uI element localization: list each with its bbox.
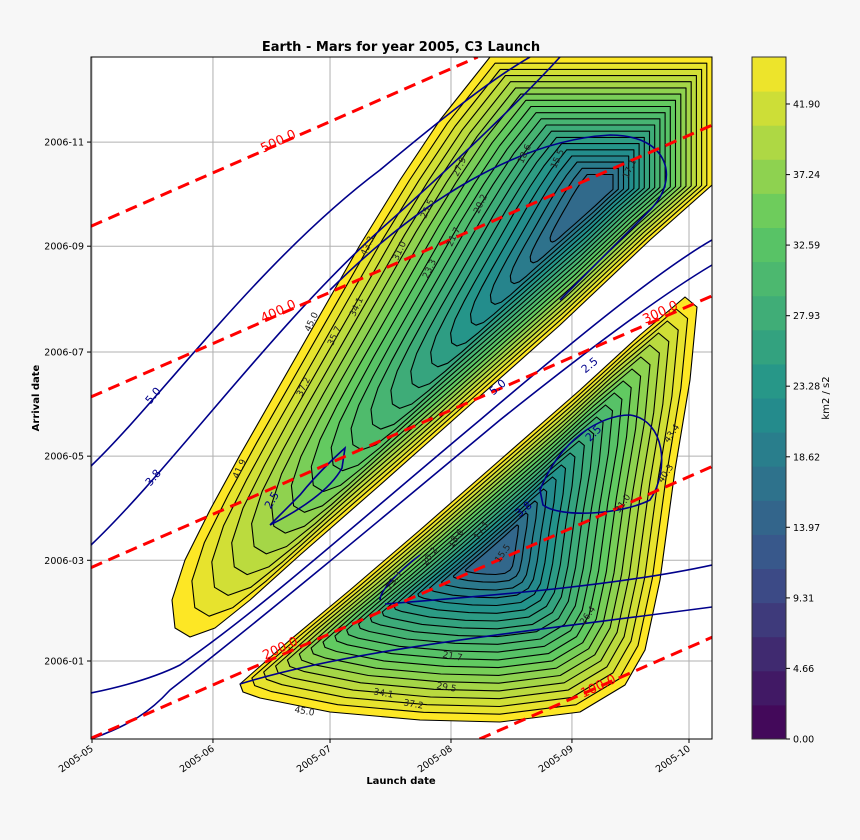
vinf-contour-line bbox=[91, 57, 531, 467]
vinf-contour-line bbox=[329, 134, 668, 301]
vinf-contour-line bbox=[91, 264, 712, 739]
x-tick-label: 2005-05 bbox=[57, 743, 96, 775]
colorbar-tick-label: 0.00 bbox=[793, 735, 814, 746]
colorbar-band bbox=[752, 432, 786, 467]
colorbar-tick-label: 23.28 bbox=[793, 382, 820, 393]
colorbar-band bbox=[752, 466, 786, 501]
colorbar-band bbox=[752, 193, 786, 228]
colorbar-band bbox=[752, 227, 786, 263]
y-tick-label: 2006-03 bbox=[44, 556, 84, 567]
tof-lines bbox=[91, 57, 712, 739]
x-tick-label: 2005-10 bbox=[654, 743, 693, 775]
vinf-contour-line bbox=[91, 57, 561, 546]
vinf-contour-line bbox=[239, 606, 712, 685]
vinf-contour-line bbox=[379, 554, 712, 605]
vinf-contour-line bbox=[539, 414, 663, 514]
y-tick-label: 2006-09 bbox=[44, 242, 84, 253]
x-tick-label: 2005-06 bbox=[178, 743, 217, 775]
colorbar-label: km2 / s2 bbox=[821, 376, 832, 419]
c3-contour-label: 29.5 bbox=[436, 681, 457, 694]
colorbar-band bbox=[752, 534, 786, 569]
chart-title: Earth - Mars for year 2005, C3 Launch bbox=[262, 40, 540, 55]
colorbar-band bbox=[752, 329, 786, 365]
x-axis: 2005-05 2005-06 2005-07 2005-08 2005-09 2005-… bbox=[57, 739, 693, 775]
colorbar-tick-label: 41.90 bbox=[793, 99, 820, 110]
colorbar-band bbox=[752, 91, 786, 126]
colorbar-tick-label: 32.59 bbox=[793, 241, 820, 252]
y-tick-label: 2006-11 bbox=[44, 138, 84, 149]
colorbar-tick-label: 37.24 bbox=[793, 170, 820, 181]
colorbar-tick-label: 9.31 bbox=[793, 593, 814, 604]
colorbar-band bbox=[752, 363, 786, 399]
tof-line bbox=[91, 57, 479, 228]
colorbar-band bbox=[752, 159, 786, 194]
colorbar-band bbox=[752, 261, 786, 297]
y-tick-label: 2006-07 bbox=[44, 348, 84, 359]
y-axis-label: Arrival date bbox=[31, 364, 42, 431]
lower-lobe-level bbox=[464, 524, 520, 576]
x-tick-label: 2005-07 bbox=[295, 743, 334, 775]
tof-line bbox=[478, 635, 712, 739]
x-axis-label: Launch date bbox=[366, 776, 436, 787]
c3-contour-label: 21.7 bbox=[442, 650, 463, 663]
vinf-contour-line bbox=[91, 239, 712, 694]
colorbar-frame bbox=[751, 56, 787, 740]
colorbar-band bbox=[752, 125, 786, 160]
colorbar-band bbox=[752, 704, 786, 740]
colorbar-band bbox=[752, 602, 786, 638]
c3-filled-contours bbox=[171, 57, 712, 723]
colorbar-band bbox=[752, 295, 786, 331]
x-tick-label: 2005-09 bbox=[537, 743, 576, 775]
colorbar-tick-label: 18.62 bbox=[793, 452, 820, 463]
colorbar-band bbox=[752, 500, 786, 535]
colorbar-band bbox=[752, 568, 786, 604]
vinf-contours bbox=[91, 57, 712, 739]
colorbar-band bbox=[752, 670, 786, 706]
c3-contour-label: 34.1 bbox=[373, 687, 394, 700]
axes-frame bbox=[90, 56, 713, 740]
y-tick-label: 2006-01 bbox=[44, 657, 84, 668]
colorbar-tick-label: 13.97 bbox=[793, 523, 820, 534]
y-tick-label: 2006-05 bbox=[44, 452, 84, 463]
c3-contour-label: 45.0 bbox=[294, 705, 316, 718]
y-axis: 2006-01 2006-03 2006-05 2006-07 2006-09 2006-… bbox=[44, 138, 91, 668]
x-tick-label: 2005-08 bbox=[416, 743, 455, 775]
colorbar-tick-label: 27.93 bbox=[793, 311, 820, 322]
colorbar-tick-label: 4.66 bbox=[793, 664, 814, 675]
colorbar: 0.00 4.66 9.31 13.97 18.62 23.28 27.93 32.59 37.… bbox=[751, 56, 820, 746]
colorbar-band bbox=[752, 57, 786, 92]
colorbar-band bbox=[752, 636, 786, 672]
colorbar-band bbox=[752, 398, 786, 433]
c3-contour-label: 37.2 bbox=[403, 698, 424, 711]
